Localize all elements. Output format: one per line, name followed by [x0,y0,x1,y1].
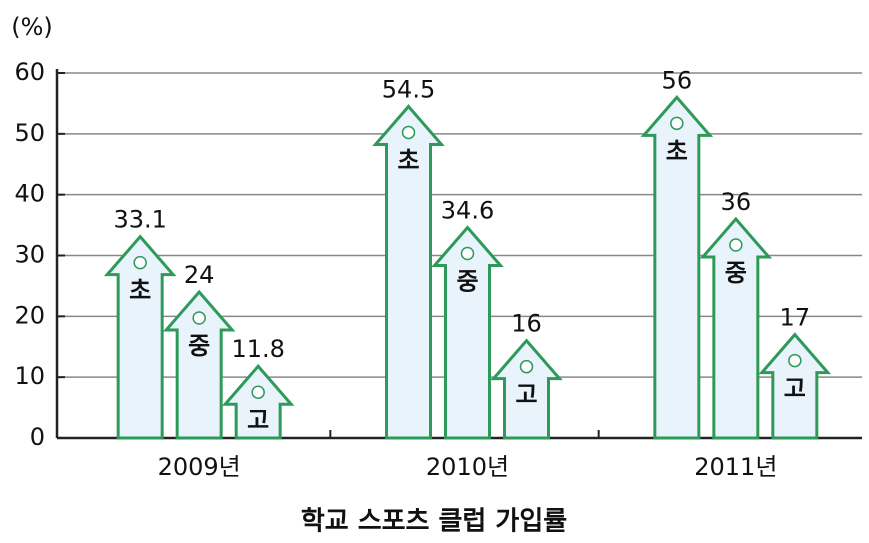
arrow-bar [699,216,773,440]
value-label: 36 [721,188,752,216]
series-label: 초 [397,146,419,174]
series-label: 고 [515,381,537,409]
arrow-dot [788,353,802,368]
y-tick-label: 50 [14,119,45,147]
value-label: 17 [780,304,811,332]
value-label: 24 [184,261,215,289]
arrow-bar [490,338,563,440]
arrow-bar [103,234,177,440]
arrow-dot [729,238,743,252]
arrow-bar [162,289,236,440]
series-label: 중 [725,259,747,287]
arrow-bar [758,332,832,440]
x-tick-label: 2011년 [694,453,777,481]
y-tick-label: 40 [14,180,45,208]
y-tick-label: 20 [14,301,45,329]
series-label: 초 [129,277,151,305]
series-label: 고 [784,375,806,403]
y-tick-label: 0 [30,423,45,451]
value-label: 34.6 [441,197,494,225]
y-unit: (%) [11,13,53,41]
series-label: 중 [188,332,210,360]
value-label: 16 [511,310,542,338]
value-label: 11.8 [231,335,284,363]
x-tick-label: 2009년 [158,453,241,481]
arrow-bar [431,225,504,440]
arrow-dot [192,311,206,325]
chart-title: 학교 스포츠 클럽 가입률 [301,507,567,537]
series-label: 중 [456,268,478,296]
value-label: 33.1 [113,206,166,234]
arrow-dot [251,385,265,399]
value-label: 56 [662,66,693,94]
value-label: 54.5 [382,75,435,103]
arrow-bar [640,95,714,440]
arrow-bar [372,104,445,440]
y-tick-label: 60 [14,58,45,86]
y-tick-label: 30 [14,241,45,269]
x-tick-label: 2010년 [426,453,509,481]
series-label: 초 [666,137,688,165]
arrow-bar [221,363,295,440]
arrow-dot [460,246,475,261]
arrow-dot [401,125,416,140]
series-label: 고 [247,406,269,434]
y-tick-label: 10 [14,362,45,390]
arrow-dot [519,359,534,374]
arrow-dot [670,116,684,131]
arrow-dot [133,255,147,270]
